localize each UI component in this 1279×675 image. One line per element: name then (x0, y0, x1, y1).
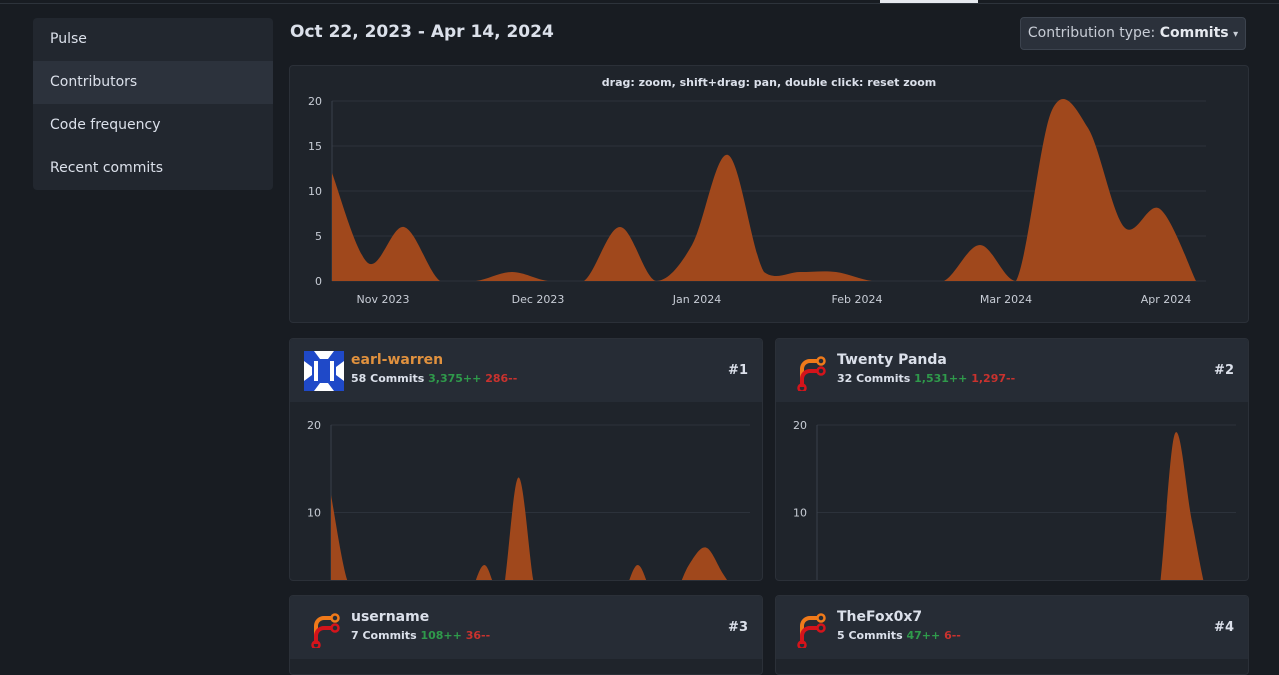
y-tick-label: 20 (307, 419, 321, 432)
area-series (1160, 432, 1204, 580)
lines-added: 3,375++ (428, 372, 482, 385)
x-tick-label: Mar 2024 (980, 293, 1032, 306)
x-tick-label: Jan 2024 (672, 293, 721, 306)
contributor-stats: 58 Commits 3,375++ 286-- (351, 372, 517, 385)
contributor-rank: #4 (1214, 620, 1234, 635)
contributor-name: TheFox0x7 (837, 609, 923, 625)
x-tick-label: Dec 2023 (512, 293, 565, 306)
sidebar: Pulse Contributors Code frequency Recent… (33, 18, 273, 190)
commit-count: 32 Commits (837, 372, 911, 385)
dropdown-value: Commits (1159, 25, 1229, 41)
area-series (332, 98, 1196, 281)
contributor-card: TheFox0x7 5 Commits 47++ 6-- #4 (775, 595, 1249, 675)
x-tick-label: Nov 2023 (357, 293, 410, 306)
contributor-stats: 5 Commits 47++ 6-- (837, 629, 961, 642)
y-tick-label: 10 (307, 507, 321, 520)
sidebar-item-recent-commits[interactable]: Recent commits (50, 160, 164, 176)
contributor-name: Twenty Panda (837, 352, 947, 368)
area-series (331, 477, 728, 580)
forgejo-logo-avatar (797, 356, 826, 391)
contributor-card: Twenty Panda 32 Commits 1,531++ 1,297-- … (775, 338, 1249, 581)
contributor-rank: #3 (728, 620, 748, 635)
divider (0, 3, 1279, 4)
x-tick-label: Feb 2024 (832, 293, 883, 306)
contribution-type-dropdown[interactable]: Contribution type: Commits ▾ (1020, 17, 1246, 50)
lines-added: 108++ (420, 629, 462, 642)
commit-count: 5 Commits (837, 629, 903, 642)
y-tick-label: 20 (793, 419, 807, 432)
y-tick-label: 10 (308, 185, 322, 198)
main-chart-panel[interactable]: drag: zoom, shift+drag: pan, double clic… (289, 65, 1249, 323)
contributor-stats: 32 Commits 1,531++ 1,297-- (837, 372, 1015, 385)
y-tick-label: 10 (793, 507, 807, 520)
lines-added: 1,531++ (914, 372, 968, 385)
x-tick-label: Apr 2024 (1141, 293, 1192, 306)
sidebar-item-pulse[interactable]: Pulse (50, 31, 87, 47)
y-tick-label: 0 (315, 275, 322, 288)
lines-deleted: 36-- (465, 629, 491, 642)
date-range: Oct 22, 2023 - Apr 14, 2024 (290, 22, 554, 42)
y-tick-label: 5 (315, 230, 322, 243)
lines-deleted: 286-- (485, 372, 518, 385)
sidebar-item-code-frequency[interactable]: Code frequency (50, 117, 161, 133)
contributor-card: earl-warren 58 Commits 3,375++ 286-- #1 … (289, 338, 763, 581)
sidebar-item-contributors[interactable]: Contributors (33, 61, 273, 104)
commit-count: 7 Commits (351, 629, 417, 642)
contributor-rank: #1 (728, 363, 748, 378)
caret-down-icon: ▾ (1233, 29, 1239, 40)
contributor-stats: 7 Commits 108++ 36-- (351, 629, 490, 642)
chart-hint: drag: zoom, shift+drag: pan, double clic… (601, 76, 937, 89)
y-tick-label: 20 (308, 95, 322, 108)
contributor-card: username 7 Commits 108++ 36-- #3 (289, 595, 763, 675)
dropdown-label: Contribution type: (1027, 25, 1160, 41)
lines-deleted: 1,297-- (971, 372, 1016, 385)
contributor-name-link[interactable]: earl-warren (351, 352, 444, 368)
commit-count: 58 Commits (351, 372, 425, 385)
identicon-avatar[interactable] (304, 351, 344, 391)
active-tab-indicator (880, 0, 978, 3)
contributor-name: username (351, 609, 430, 625)
forgejo-logo-avatar (311, 613, 340, 648)
contributor-rank: #2 (1214, 363, 1234, 378)
lines-added: 47++ (906, 629, 941, 642)
lines-deleted: 6-- (944, 629, 961, 642)
y-tick-label: 15 (308, 140, 322, 153)
main-chart[interactable]: 0 5 10 15 20 Nov 2023 Dec 2023 Jan 2024 Feb 2024… (290, 66, 1250, 324)
forgejo-logo-avatar (797, 613, 826, 648)
